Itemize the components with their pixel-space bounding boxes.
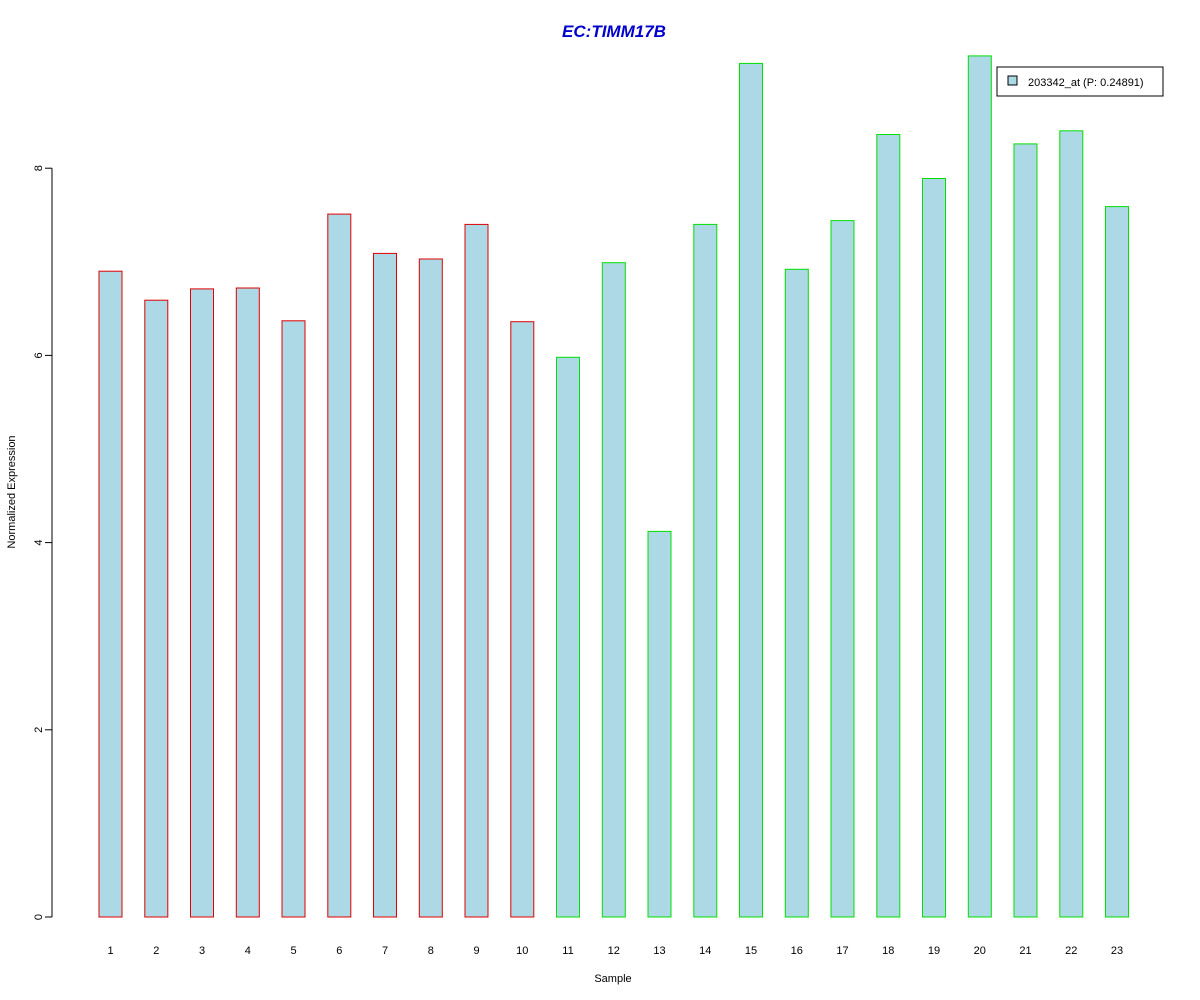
legend-box (996, 66, 1164, 97)
y-tick-label: 4 (33, 540, 45, 546)
x-tick-label: 23 (1111, 945, 1123, 957)
x-tick-label: 21 (1019, 945, 1031, 957)
x-tick-label: 5 (290, 945, 296, 957)
bar-sample-5 (281, 320, 306, 918)
bar-sample-18 (876, 134, 901, 918)
bar-sample-21 (1013, 143, 1038, 918)
x-tick-label: 15 (745, 945, 757, 957)
bars (98, 55, 1129, 918)
x-tick-label: 2 (153, 945, 159, 957)
bar-sample-6 (327, 213, 352, 918)
x-tick-label: 18 (882, 945, 894, 957)
x-tick-label: 1 (107, 945, 113, 957)
y-tick-label: 8 (33, 165, 45, 171)
legend-swatch (1007, 75, 1018, 86)
x-tick-label: 4 (245, 945, 251, 957)
bar-sample-17 (830, 220, 855, 918)
x-tick-label: 22 (1065, 945, 1077, 957)
chart-title: EC:TIMM17B (562, 22, 666, 41)
bar-sample-14 (693, 223, 718, 918)
y-tick-label: 2 (33, 727, 45, 733)
y-axis-label: Normalized Expression (6, 435, 18, 548)
bar-sample-15 (739, 62, 763, 918)
bar-sample-23 (1105, 206, 1129, 918)
x-tick-label: 14 (699, 945, 711, 957)
x-tick-label: 7 (382, 945, 388, 957)
bar-sample-16 (784, 268, 809, 918)
bar-sample-13 (647, 530, 672, 918)
bar-sample-12 (601, 262, 626, 918)
x-tick-label: 19 (928, 945, 940, 957)
x-axis-label: Sample (594, 973, 631, 985)
x-tick-label: 16 (791, 945, 803, 957)
bar-sample-8 (418, 258, 443, 918)
x-tick-label: 13 (653, 945, 665, 957)
y-tick-label: 6 (33, 352, 45, 358)
bar-sample-7 (373, 252, 397, 918)
bar-sample-4 (235, 287, 260, 918)
bar-sample-10 (510, 321, 535, 918)
bar-sample-9 (464, 223, 489, 918)
x-tick-label: 3 (199, 945, 205, 957)
bar-sample-2 (144, 299, 169, 918)
x-tick-label: 12 (608, 945, 620, 957)
legend-label: 203342_at (P: 0.24891) (1028, 77, 1144, 89)
x-axis-tick-labels: 1 2 3 4 5 6 7 8 9 10 11 12 13 14 15 16 17 18 19 20 21 22 23 (107, 945, 1123, 957)
x-tick-label: 11 (562, 945, 573, 957)
x-tick-label: 9 (473, 945, 479, 957)
y-tick-label: 0 (33, 914, 45, 920)
x-tick-label: 10 (516, 945, 528, 957)
bar-sample-3 (190, 288, 214, 918)
y-axis: 0 2 4 6 8 (33, 165, 53, 920)
legend: 203342_at (P: 0.24891) (996, 66, 1164, 97)
x-tick-label: 6 (336, 945, 342, 957)
bar-sample-1 (98, 270, 123, 918)
bar-sample-11 (556, 356, 580, 918)
x-tick-label: 8 (428, 945, 434, 957)
bar-sample-20 (967, 55, 992, 918)
x-tick-label: 17 (836, 945, 848, 957)
bar-sample-22 (1059, 130, 1084, 918)
x-tick-label: 20 (974, 945, 986, 957)
bar-sample-19 (922, 178, 946, 918)
